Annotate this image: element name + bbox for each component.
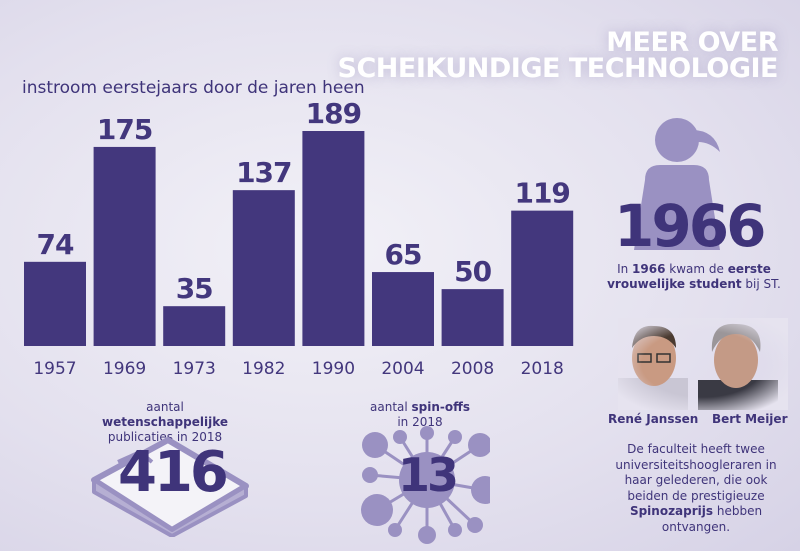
category-label: 2008 [451, 359, 494, 379]
data-label: 35 [176, 272, 213, 305]
professor-photos [618, 318, 788, 410]
female-person-icon [634, 118, 720, 250]
data-label: 50 [454, 255, 491, 288]
text: publicaties in 2018 [107, 430, 223, 444]
data-label: 189 [306, 97, 361, 130]
text: De faculteit heeft twee [627, 442, 765, 456]
text: beiden de prestigieuze [627, 488, 765, 503]
bar-1969 [93, 146, 156, 346]
text: in 2018 [397, 415, 443, 429]
professor-name-1: René Janssen [608, 412, 699, 426]
text: aantal [146, 400, 184, 414]
spinoffs-label: aantal spin-offs in 2018 [370, 400, 470, 430]
category-label: 2018 [521, 359, 564, 379]
category-label: 1973 [173, 359, 216, 379]
text: In [617, 262, 633, 276]
bar-1957 [24, 261, 86, 346]
bar-1982 [232, 190, 295, 346]
professor-name-2: Bert Meijer [712, 412, 788, 426]
text: hebben [713, 504, 763, 518]
text: eerste [727, 262, 771, 276]
category-label: 1990 [312, 359, 355, 379]
chart-title: instroom eerstejaars door de jaren heen [22, 78, 365, 98]
female-text: In 1966 kwam de eerste vrouwelijke stude… [596, 262, 792, 292]
spinoffs-value: 13 [398, 448, 459, 502]
bar-2004 [372, 272, 434, 346]
data-label: 74 [37, 228, 74, 261]
category-label: 1957 [33, 359, 76, 379]
paper-stack-icon [91, 437, 249, 537]
bar-chart: 74 1957 175 1969 35 1973 137 1982 189 1990 65 2004 5… [24, 97, 574, 379]
text: spin-offs [411, 400, 471, 414]
bar-2008 [441, 289, 504, 346]
network-icon [361, 426, 490, 544]
text: kwam de [665, 262, 728, 276]
category-label: 1982 [242, 359, 285, 379]
bar-2018 [511, 210, 574, 346]
publications-value: 416 [118, 440, 229, 505]
page-title: MEER OVER SCHEIKUNDIGE TECHNOLOGIE [337, 27, 779, 84]
data-label: 137 [236, 156, 291, 189]
text: bij ST. [741, 277, 781, 291]
text: Spinozaprijs [629, 504, 714, 518]
data-label: 175 [97, 113, 152, 146]
data-label: 119 [514, 177, 569, 210]
text: universiteitshoogleraren in [615, 457, 777, 472]
bar-1973 [163, 306, 226, 346]
data-label: 65 [385, 238, 422, 271]
title-line-1: MEER OVER [606, 27, 778, 58]
text: haar gelederen, die ook [624, 473, 768, 487]
publications-label: aantal wetenschappelijke publicaties in … [90, 400, 240, 445]
category-label: 2004 [381, 359, 424, 379]
text: 1966 [632, 262, 666, 276]
female-year: 1966 [614, 192, 766, 260]
title-line-2: SCHEIKUNDIGE TECHNOLOGIE [337, 53, 779, 84]
bar-1990 [302, 131, 365, 346]
text: ontvangen. [661, 519, 731, 534]
text: aantal [370, 400, 412, 414]
text: vrouwelijke student [607, 277, 742, 291]
professors-text: De faculteit heeft twee universiteitshoo… [600, 442, 792, 535]
text: wetenschappelijke [102, 415, 228, 429]
category-label: 1969 [103, 359, 146, 379]
